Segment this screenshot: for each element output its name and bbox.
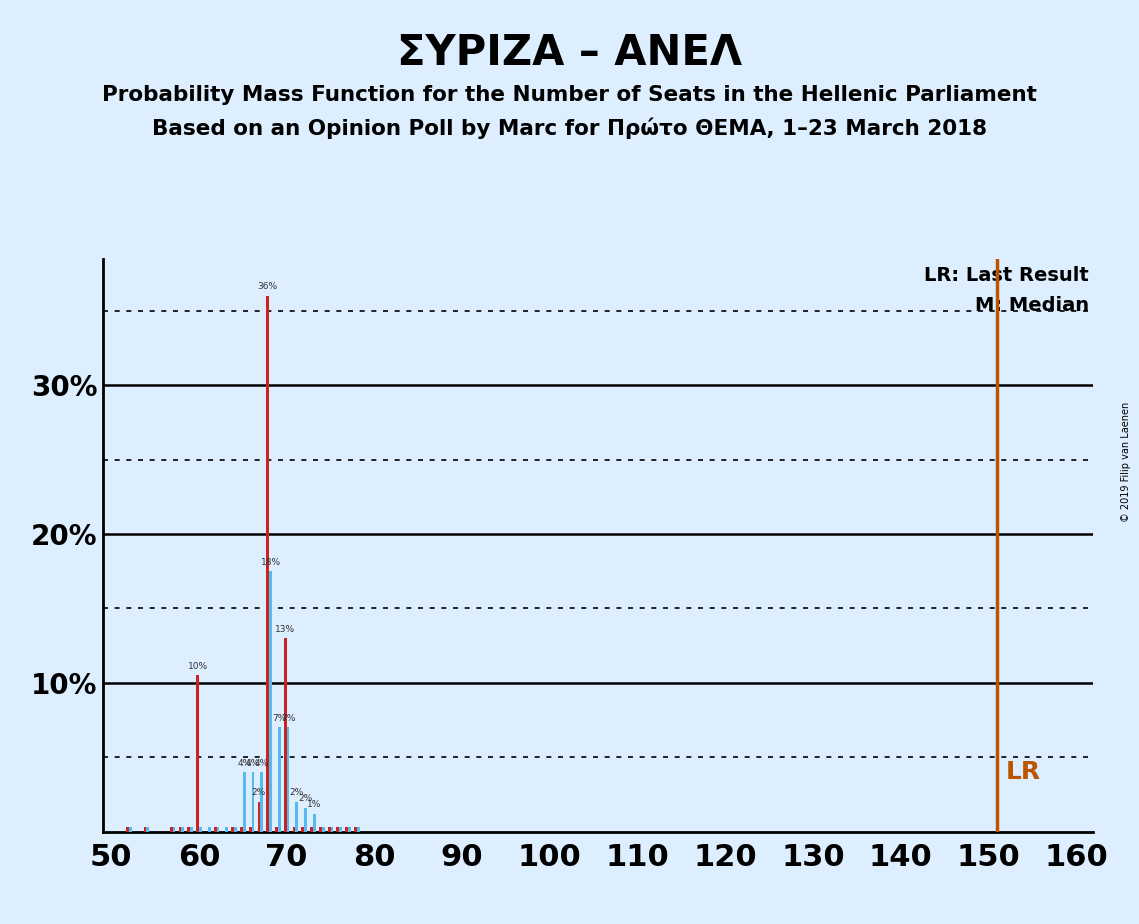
Bar: [248, 827, 252, 832]
Bar: [302, 827, 304, 832]
Text: 4%: 4%: [237, 759, 252, 768]
Text: ΣΥΡΙΖΑ – ΑΝΕΛ: ΣΥΡΙΖΑ – ΑΝΕΛ: [396, 32, 743, 74]
Text: © 2019 Filip van Laenen: © 2019 Filip van Laenen: [1121, 402, 1131, 522]
Text: 7%: 7%: [272, 714, 287, 723]
Bar: [233, 827, 237, 832]
Text: 18%: 18%: [261, 558, 280, 566]
Text: LR: LR: [1006, 760, 1041, 784]
Bar: [252, 772, 254, 832]
Bar: [199, 827, 202, 832]
Text: M: Median: M: Median: [975, 296, 1089, 315]
Bar: [173, 827, 175, 832]
Bar: [357, 827, 360, 832]
Bar: [261, 772, 263, 832]
Bar: [196, 675, 199, 832]
Bar: [190, 827, 192, 832]
Text: 13%: 13%: [276, 625, 295, 634]
Bar: [276, 827, 278, 832]
Bar: [188, 827, 190, 832]
Bar: [293, 827, 295, 832]
Text: 2%: 2%: [289, 788, 304, 797]
Bar: [304, 808, 308, 832]
Bar: [287, 727, 289, 832]
Text: 4%: 4%: [246, 759, 260, 768]
Bar: [207, 827, 211, 832]
Bar: [214, 827, 216, 832]
Bar: [330, 827, 334, 832]
Bar: [181, 827, 185, 832]
Text: 1%: 1%: [308, 800, 321, 809]
Text: 10%: 10%: [188, 662, 207, 671]
Text: 7%: 7%: [281, 714, 295, 723]
Bar: [126, 827, 129, 832]
Text: 36%: 36%: [257, 283, 278, 291]
Bar: [267, 296, 269, 832]
Bar: [345, 827, 349, 832]
Bar: [146, 827, 149, 832]
Bar: [349, 827, 351, 832]
Bar: [144, 827, 146, 832]
Bar: [336, 827, 339, 832]
Bar: [129, 827, 132, 832]
Bar: [269, 571, 272, 832]
Bar: [328, 827, 330, 832]
Bar: [179, 827, 181, 832]
Bar: [313, 814, 316, 832]
Text: Based on an Opinion Poll by Marc for Πρώτο ΘΕΜΑ, 1–23 March 2018: Based on an Opinion Poll by Marc for Πρώ…: [151, 117, 988, 139]
Bar: [231, 827, 233, 832]
Bar: [216, 827, 220, 832]
Bar: [226, 827, 228, 832]
Bar: [339, 827, 342, 832]
Bar: [319, 827, 321, 832]
Text: 4%: 4%: [255, 759, 269, 768]
Bar: [310, 827, 313, 832]
Bar: [243, 772, 246, 832]
Text: Probability Mass Function for the Number of Seats in the Hellenic Parliament: Probability Mass Function for the Number…: [103, 85, 1036, 105]
Bar: [240, 827, 243, 832]
Bar: [295, 802, 298, 832]
Bar: [354, 827, 357, 832]
Text: LR: Last Result: LR: Last Result: [925, 266, 1089, 286]
Bar: [170, 827, 173, 832]
Bar: [278, 727, 280, 832]
Bar: [284, 638, 287, 832]
Bar: [257, 802, 261, 832]
Text: 2%: 2%: [298, 795, 313, 803]
Bar: [321, 827, 325, 832]
Text: 2%: 2%: [252, 788, 267, 797]
